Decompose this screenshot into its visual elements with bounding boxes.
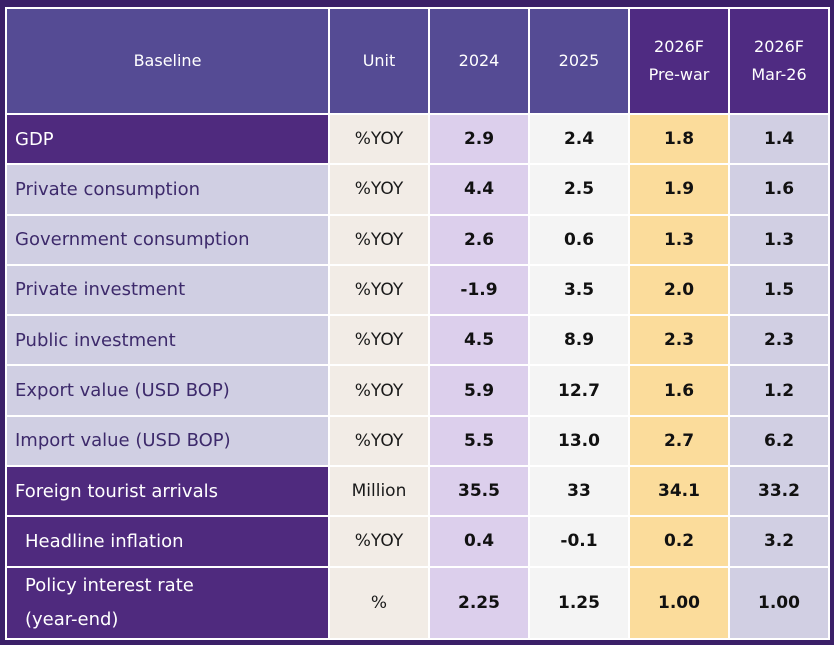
table-row: Private consumption %YOY 4.4 2.5 1.9 1.6 — [5, 163, 830, 216]
value-2026f-prewar: 2.7 — [628, 414, 730, 467]
row-label-public-investment: Public investment — [5, 314, 330, 367]
value-2026f-prewar: 1.3 — [628, 213, 730, 266]
table-row: Foreign tourist arrivals Million 35.5 33… — [5, 464, 830, 518]
unit-cell: %YOY — [328, 364, 430, 417]
value-2026f-mar26: 6.2 — [728, 414, 830, 467]
unit-cell: % — [328, 565, 430, 641]
value-2026f-prewar: 34.1 — [628, 464, 730, 518]
row-label-line2: (year-end) — [25, 608, 119, 630]
row-label-line1: Policy interest rate — [25, 574, 194, 596]
value-2026f-prewar: 1.9 — [628, 163, 730, 216]
row-label-sub: (USD BOP) — [128, 380, 230, 402]
value-2026f-mar26: 1.00 — [728, 565, 830, 641]
value-2024: 2.9 — [428, 112, 530, 166]
forecast-table-frame: Baseline Unit 2024 2025 2026F Pre-war 20… — [5, 7, 830, 641]
value-2026f-prewar: 0.2 — [628, 515, 730, 568]
value-2024: 2.25 — [428, 565, 530, 641]
header-2024: 2024 — [428, 7, 530, 115]
value-2024: 2.6 — [428, 213, 530, 266]
header-2026f-mar26-line1: 2026F — [754, 37, 804, 56]
value-2026f-prewar: 1.6 — [628, 364, 730, 417]
row-label-foreign-tourist-arrivals: Foreign tourist arrivals — [5, 464, 330, 518]
value-2025: 13.0 — [528, 414, 630, 467]
table-row: GDP %YOY 2.9 2.4 1.8 1.4 — [5, 112, 830, 166]
row-label-export-value: Export value (USD BOP) — [5, 364, 330, 417]
value-2024: 0.4 — [428, 515, 530, 568]
value-2026f-mar26: 3.2 — [728, 515, 830, 568]
value-2024: 35.5 — [428, 464, 530, 518]
table-row: Export value (USD BOP) %YOY 5.9 12.7 1.6… — [5, 364, 830, 417]
table-row: Public investment %YOY 4.5 8.9 2.3 2.3 — [5, 314, 830, 367]
unit-cell: %YOY — [328, 263, 430, 317]
value-2024: 4.4 — [428, 163, 530, 216]
header-row: Baseline Unit 2024 2025 2026F Pre-war 20… — [5, 7, 830, 115]
value-2025: 2.4 — [528, 112, 630, 166]
value-2025: 0.6 — [528, 213, 630, 266]
value-2024: -1.9 — [428, 263, 530, 317]
unit-cell: %YOY — [328, 515, 430, 568]
value-2026f-prewar: 1.8 — [628, 112, 730, 166]
header-unit: Unit — [328, 7, 430, 115]
table-row: Headline inflation %YOY 0.4 -0.1 0.2 3.2 — [5, 515, 830, 568]
value-2025: 2.5 — [528, 163, 630, 216]
value-2026f-mar26: 1.3 — [728, 213, 830, 266]
header-2026f-prewar-line2: Pre-war — [648, 65, 710, 84]
row-label-main: Export value — [15, 380, 129, 402]
value-2026f-prewar: 2.3 — [628, 314, 730, 367]
unit-cell: %YOY — [328, 314, 430, 367]
value-2024: 4.5 — [428, 314, 530, 367]
header-2026f-mar26-line2: Mar-26 — [751, 65, 807, 84]
row-label-government-consumption: Government consumption — [5, 213, 330, 266]
value-2025: 12.7 — [528, 364, 630, 417]
row-label-private-investment: Private investment — [5, 263, 330, 317]
header-baseline: Baseline — [5, 7, 330, 115]
unit-cell: Million — [328, 464, 430, 518]
header-2025: 2025 — [528, 7, 630, 115]
unit-cell: %YOY — [328, 414, 430, 467]
header-2026f-mar26: 2026F Mar-26 — [728, 7, 830, 115]
value-2025: 8.9 — [528, 314, 630, 367]
header-2026f-prewar-line1: 2026F — [654, 37, 704, 56]
value-2026f-mar26: 1.4 — [728, 112, 830, 166]
value-2024: 5.5 — [428, 414, 530, 467]
table-row: Policy interest rate (year-end) % 2.25 1… — [5, 565, 830, 641]
value-2026f-prewar: 2.0 — [628, 263, 730, 317]
table-row: Private investment %YOY -1.9 3.5 2.0 1.5 — [5, 263, 830, 317]
value-2026f-prewar: 1.00 — [628, 565, 730, 641]
unit-cell: %YOY — [328, 213, 430, 266]
value-2026f-mar26: 1.5 — [728, 263, 830, 317]
economic-forecast-table: Baseline Unit 2024 2025 2026F Pre-war 20… — [5, 7, 830, 641]
row-label-import-value: Import value (USD BOP) — [5, 414, 330, 467]
value-2026f-mar26: 1.2 — [728, 364, 830, 417]
row-label-sub: (USD BOP) — [129, 430, 231, 452]
row-label-headline-inflation: Headline inflation — [5, 515, 330, 568]
row-label-policy-interest-rate: Policy interest rate (year-end) — [5, 565, 330, 641]
value-2026f-mar26: 33.2 — [728, 464, 830, 518]
value-2025: 1.25 — [528, 565, 630, 641]
row-label-gdp: GDP — [5, 112, 330, 166]
value-2026f-mar26: 1.6 — [728, 163, 830, 216]
value-2025: -0.1 — [528, 515, 630, 568]
header-2026f-prewar: 2026F Pre-war — [628, 7, 730, 115]
value-2025: 3.5 — [528, 263, 630, 317]
unit-cell: %YOY — [328, 112, 430, 166]
value-2025: 33 — [528, 464, 630, 518]
row-label-private-consumption: Private consumption — [5, 163, 330, 216]
unit-cell: %YOY — [328, 163, 430, 216]
table-row: Import value (USD BOP) %YOY 5.5 13.0 2.7… — [5, 414, 830, 467]
value-2026f-mar26: 2.3 — [728, 314, 830, 367]
row-label-main: Import value — [15, 430, 130, 452]
table-row: Government consumption %YOY 2.6 0.6 1.3 … — [5, 213, 830, 266]
value-2024: 5.9 — [428, 364, 530, 417]
